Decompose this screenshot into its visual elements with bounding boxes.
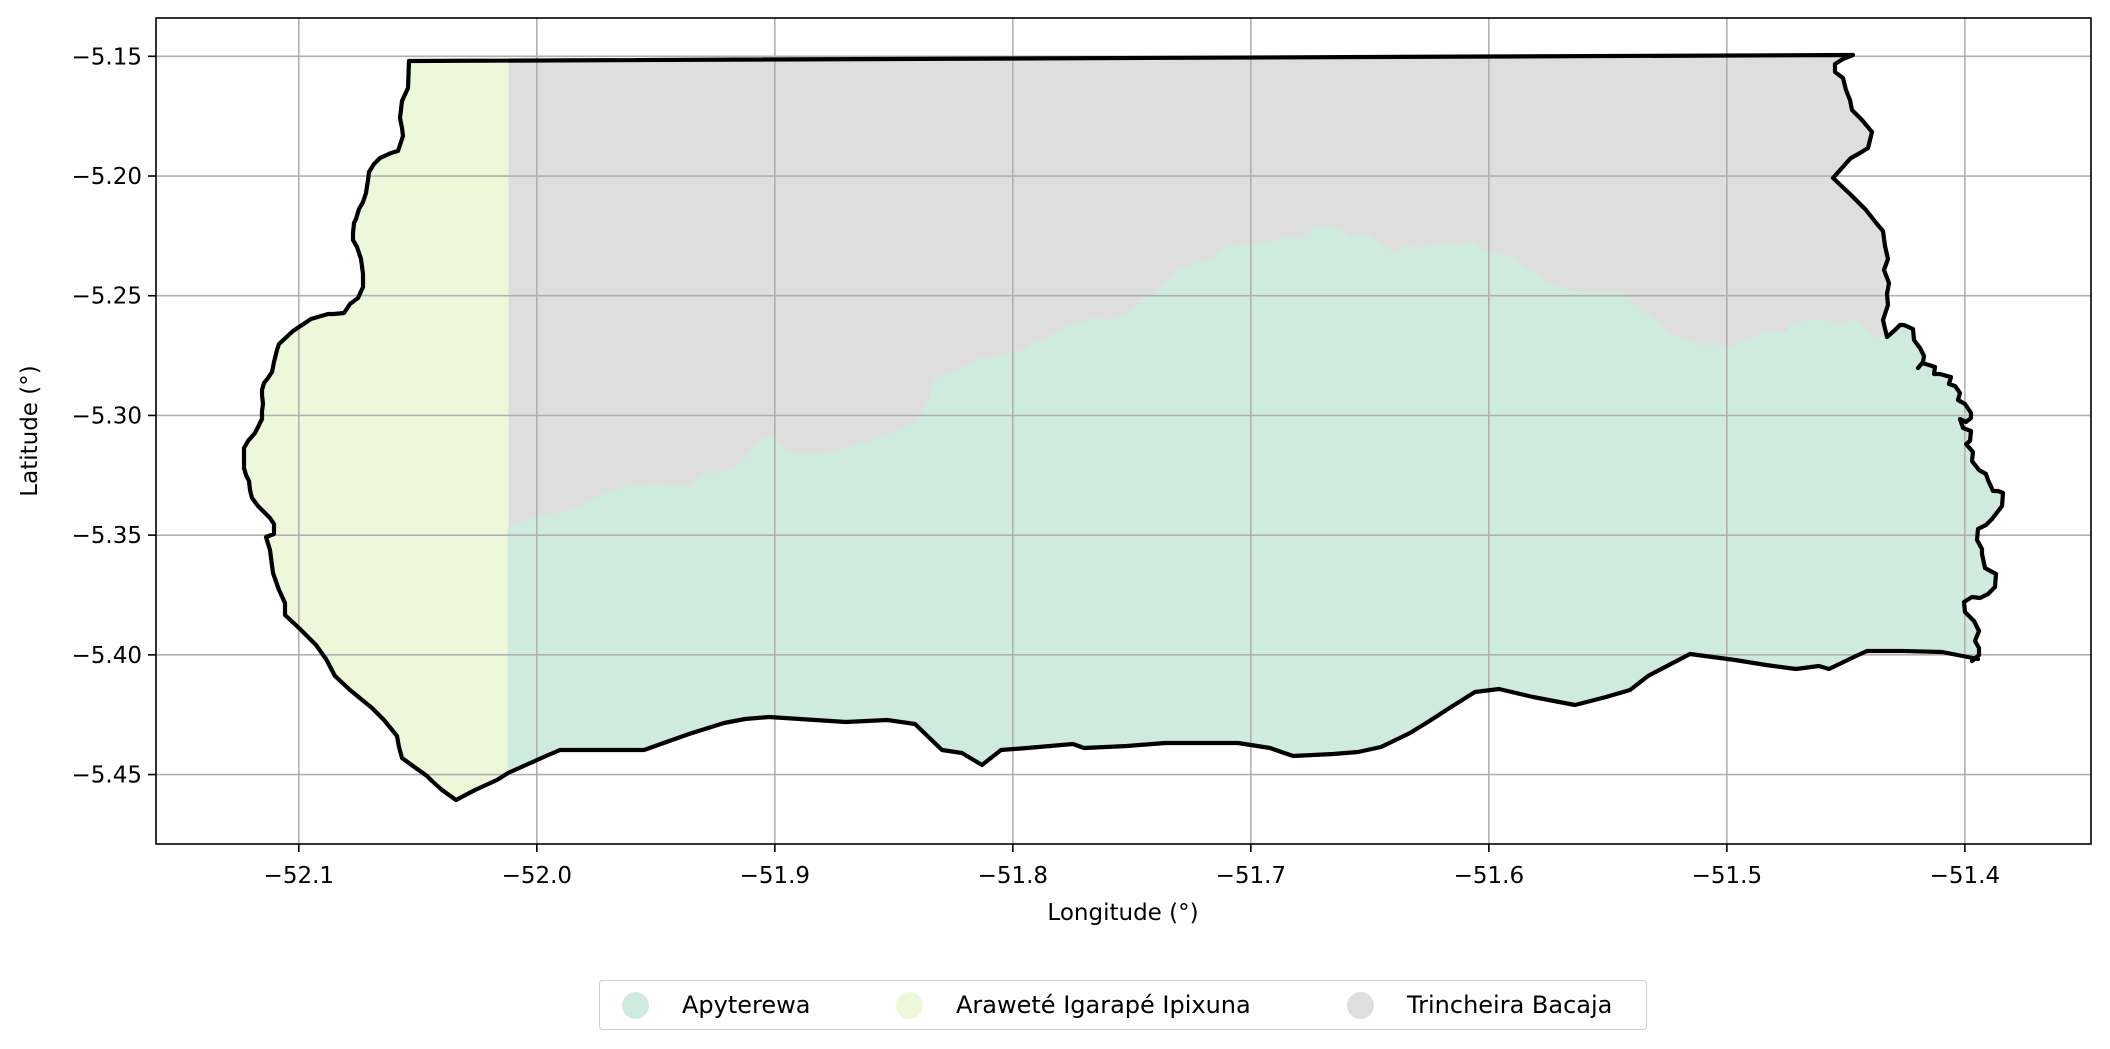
x-tick-label: −52.0 [502,863,572,889]
plot-frame [155,17,2092,845]
legend-swatch-arawete [896,991,923,1019]
x-axis-title: Longitude (°) [1047,900,1198,926]
x-tick-label: −51.4 [1930,863,2000,889]
y-tick-label: −5.30 [72,403,142,429]
legend-item-apyterewa: Apyterewa [622,981,810,1029]
x-tick-label: −51.9 [740,863,810,889]
legend-label-arawete: Araweté Igarapé Ipixuna [956,991,1251,1019]
x-axis-ticks: −52.1 −52.0 −51.9 −51.8 −51.7 −51.6 −51.5 −51.4 [264,844,2000,889]
legend-item-trincheira: Trincheira Bacaja [1347,981,1612,1029]
y-tick-label: −5.45 [72,763,142,789]
y-tick-label: −5.25 [72,284,142,310]
y-tick-label: −5.35 [72,523,142,549]
legend-label-apyterewa: Apyterewa [682,991,811,1019]
region-arawete-igarape-ipixuna [243,59,509,801]
legend-label-trincheira: Trincheira Bacaja [1407,991,1613,1019]
legend: Apyterewa Araweté Igarapé Ipixuna Trinch… [599,980,1647,1030]
x-tick-label: −51.5 [1692,863,1762,889]
x-tick-label: −51.7 [1216,863,1286,889]
territory-boundary [241,52,2006,803]
x-tick-label: −51.6 [1454,863,1524,889]
y-tick-label: −5.20 [72,164,142,190]
legend-swatch-trincheira [1347,991,1374,1019]
legend-item-arawete: Araweté Igarapé Ipixuna [896,981,1251,1029]
y-tick-label: −5.15 [72,44,142,70]
x-tick-label: −51.8 [978,863,1048,889]
region-fills [243,54,2004,801]
y-tick-label: −5.40 [72,643,142,669]
legend-swatch-apyterewa [622,991,649,1019]
y-axis-ticks: −5.15 −5.20 −5.25 −5.30 −5.35 −5.40 −5.45 [72,44,156,789]
y-axis-title: Latitude (°) [17,365,43,496]
x-tick-label: −52.1 [264,863,334,889]
